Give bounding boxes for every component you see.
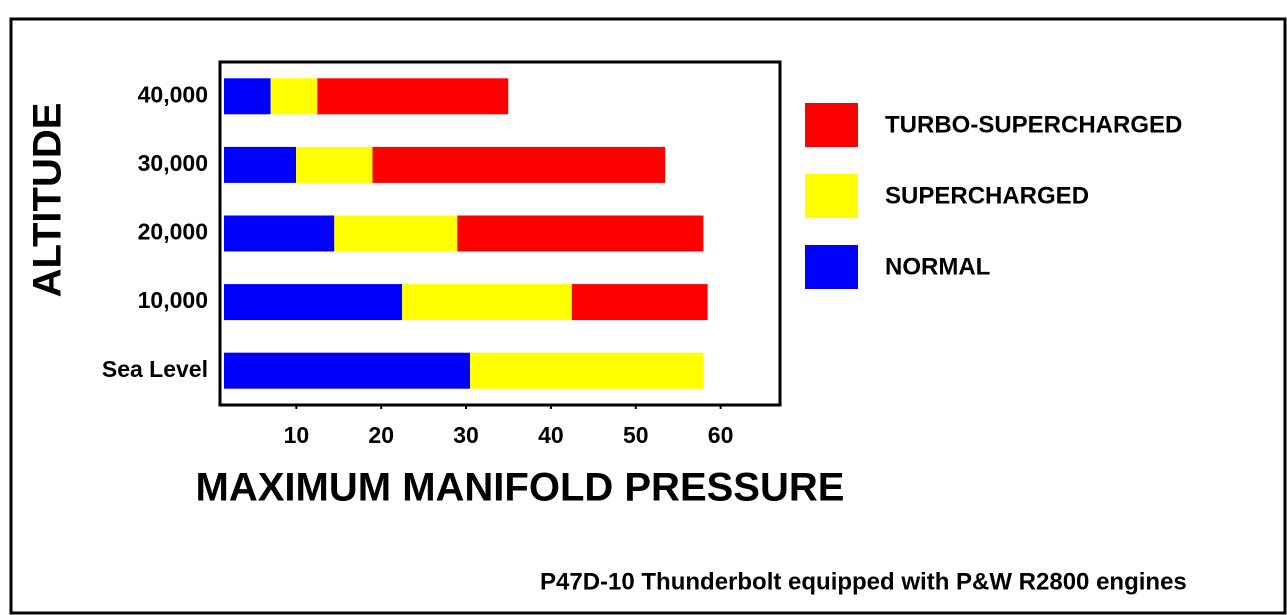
legend-label: NORMAL — [885, 253, 990, 280]
bar-segment — [470, 352, 704, 389]
bar-segment — [224, 284, 403, 321]
bar-segment — [571, 284, 708, 321]
x-tick-label: 30 — [453, 422, 479, 448]
x-tick-label: 10 — [284, 422, 310, 448]
bar-segment — [296, 146, 373, 183]
bar-segment — [457, 215, 704, 252]
bar-segment — [317, 78, 509, 115]
y-axis-label: ALTITUDE — [26, 103, 70, 298]
bar-segment — [224, 215, 335, 252]
legend-swatch — [805, 245, 858, 289]
y-tick-label: 30,000 — [138, 150, 208, 176]
bar-segment — [334, 215, 458, 252]
x-axis-label: MAXIMUM MANIFOLD PRESSURE — [196, 466, 845, 510]
legend-label: SUPERCHARGED — [885, 182, 1089, 209]
x-tick-label: 40 — [538, 422, 564, 448]
frame — [9, 17, 1287, 615]
bar-segment — [224, 146, 297, 183]
x-tick-label: 50 — [623, 422, 649, 448]
bar-segment — [402, 284, 572, 321]
bar-segment — [224, 78, 271, 115]
bar-segment — [224, 352, 471, 389]
legend-label: TURBO-SUPERCHARGED — [885, 111, 1182, 138]
note: P47D-10 Thunderbolt equipped with P&W R2… — [540, 568, 1187, 595]
y-tick-label: 10,000 — [138, 287, 208, 313]
y-tick-label: 40,000 — [138, 81, 208, 107]
y-tick-label: Sea Level — [102, 356, 208, 382]
legend-swatch — [805, 174, 858, 218]
plot-frame — [218, 60, 782, 407]
x-tick-label: 60 — [708, 422, 734, 448]
x-tick-label: 20 — [368, 422, 394, 448]
bar-segment — [372, 146, 666, 183]
legend-swatch — [805, 103, 858, 147]
y-tick-label: 20,000 — [138, 219, 208, 245]
bar-segment — [270, 78, 318, 115]
